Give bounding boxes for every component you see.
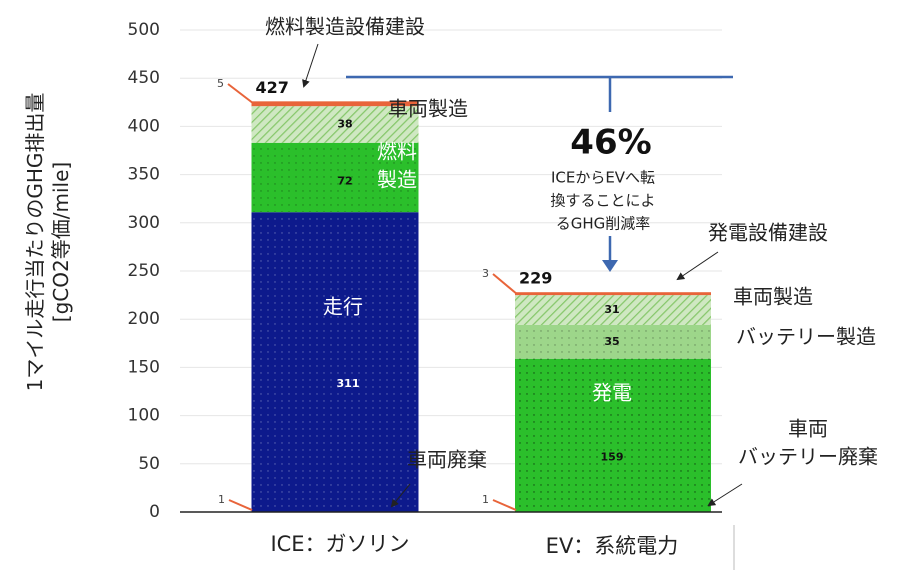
segment-label-ev-battery-manufacture: バッテリー製造 [736,325,876,349]
callout-power-facility-arrow [676,251,719,281]
segment-label-ice-fuel-production-line-2: 製造 [377,168,417,192]
y-tick-label: 200 [128,309,160,329]
value-label: 35 [604,335,619,348]
bar-segment-texture [515,358,711,512]
reduction-arrow-head [602,260,618,272]
y-tick-label: 150 [128,357,160,377]
segment-label-ice-fuel-production-line-1: 燃料 [377,140,417,164]
segment-label-ev-power-generation: 発電 [592,381,632,405]
x-category-label: ICE：ガソリン [270,532,409,556]
reduction-percentage: 46% [570,123,651,163]
y-tick-label: 300 [128,213,160,233]
reduction-description-line-3: るGHG削減率 [556,215,651,233]
bar-segment-texture [251,142,419,213]
y-tick-label: 400 [128,116,160,136]
value-label: 38 [337,117,352,130]
y-axis-title-line-1: 1マイル走行当たりのGHG排出量 [23,93,47,392]
callout-ice-disposal: 車両廃棄 [407,448,487,472]
callout-fuel-facility: 燃料製造設備建設 [265,15,425,39]
callout-ice-disposal-arrow [390,483,411,508]
callout-power-facility: 発電設備建設 [708,221,828,245]
bar-total-label: 427 [256,78,289,97]
ev-power-facility-value: 3 [482,267,489,280]
bar-segment [515,292,711,296]
callout-ev-disposal-line-1: 車両 [788,417,828,441]
ice-fuel-facility-value: 5 [217,77,224,90]
bar-segment-texture [251,212,419,513]
bar-segment [251,101,419,107]
value-label: 31 [604,303,619,316]
bar-segment-texture [515,324,711,359]
segment-label-ice-vehicle-manufacture: 車両製造 [388,97,468,121]
y-axis-title-line-2: [gCO2等価/mile] [49,162,73,322]
reduction-description-line-2: 換することによ [550,192,655,210]
callout-fuel-facility-arrow [302,43,319,88]
callout-ev-disposal-line-2: バッテリー廃棄 [738,445,878,469]
bar-segment [251,106,419,143]
y-tick-label: 0 [149,502,160,522]
ice-fuel-facility-value-leader [227,83,253,104]
callout-ev-disposal-arrow [707,483,743,507]
y-tick-label: 450 [128,68,160,88]
reduction-description-line-1: ICEからEVへ転 [551,169,655,187]
y-tick-label: 50 [138,454,160,474]
ev-disposal-value-leader [492,499,517,511]
value-label: 311 [337,377,360,390]
segment-label-ev-vehicle-manufacture: 車両製造 [733,285,813,309]
y-tick-label: 500 [128,20,160,40]
y-tick-label: 250 [128,261,160,281]
y-tick-label: 100 [128,406,160,426]
ice-disposal-value-leader [228,499,253,511]
ice-disposal-value: 1 [218,493,225,506]
y-tick-label: 350 [128,165,160,185]
bar-segment [515,295,711,325]
segment-label-ice-driving: 走行 [323,295,363,319]
x-category-label: EV：系統電力 [546,534,679,558]
ev-disposal-value: 1 [482,493,489,506]
ev-power-facility-value-leader [492,273,517,295]
value-label: 159 [601,450,624,463]
bar-total-label: 229 [519,269,552,288]
value-label: 72 [337,174,352,187]
